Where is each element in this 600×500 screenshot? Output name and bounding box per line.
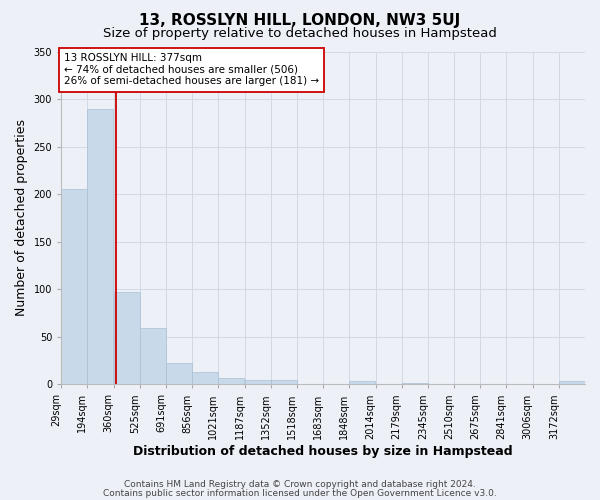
Text: Contains HM Land Registry data © Crown copyright and database right 2024.: Contains HM Land Registry data © Crown c… <box>124 480 476 489</box>
Bar <box>218 378 244 384</box>
Bar <box>271 380 297 384</box>
Text: 13, ROSSLYN HILL, LONDON, NW3 5UJ: 13, ROSSLYN HILL, LONDON, NW3 5UJ <box>139 12 461 28</box>
Text: Size of property relative to detached houses in Hampstead: Size of property relative to detached ho… <box>103 28 497 40</box>
Bar <box>192 372 218 384</box>
Bar <box>140 328 166 384</box>
X-axis label: Distribution of detached houses by size in Hampstead: Distribution of detached houses by size … <box>133 444 513 458</box>
Bar <box>349 382 376 384</box>
Bar <box>88 108 113 384</box>
Text: Contains public sector information licensed under the Open Government Licence v3: Contains public sector information licen… <box>103 488 497 498</box>
Text: 13 ROSSLYN HILL: 377sqm
← 74% of detached houses are smaller (506)
26% of semi-d: 13 ROSSLYN HILL: 377sqm ← 74% of detache… <box>64 53 319 86</box>
Bar <box>245 380 271 384</box>
Bar <box>166 364 192 384</box>
Bar <box>61 190 88 384</box>
Bar <box>113 292 140 384</box>
Y-axis label: Number of detached properties: Number of detached properties <box>15 120 28 316</box>
Bar <box>559 382 585 384</box>
